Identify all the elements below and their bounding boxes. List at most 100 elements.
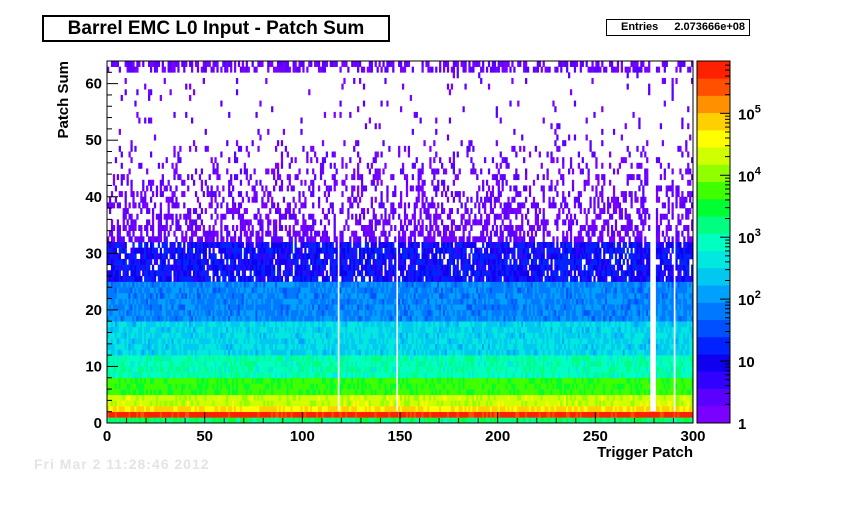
heatmap-cell	[319, 406, 323, 412]
heatmap-cell	[228, 157, 231, 164]
heatmap-cell	[126, 309, 129, 316]
heatmap-cell	[204, 315, 207, 322]
heatmap-cell	[308, 366, 311, 373]
heatmap-cell	[302, 309, 305, 316]
heatmap-cell	[149, 315, 153, 322]
heatmap-cell	[300, 61, 303, 67]
heatmap-cell	[286, 377, 289, 384]
heatmap-cell	[292, 372, 295, 379]
heatmap-cell	[189, 304, 192, 311]
heatmap-cell	[347, 242, 350, 248]
heatmap-cell	[306, 406, 309, 412]
heatmap-cell	[269, 389, 272, 396]
heatmap-cell	[185, 366, 188, 373]
heatmap-cell	[362, 389, 366, 396]
heatmap-cell	[212, 349, 215, 356]
heatmap-cell	[175, 366, 178, 373]
heatmap-cell	[159, 406, 162, 412]
heatmap-cell	[302, 321, 305, 328]
heatmap-cell	[196, 213, 200, 220]
heatmap-cell	[282, 366, 286, 373]
heatmap-cell	[128, 61, 131, 67]
heatmap-cell	[362, 394, 366, 401]
heatmap-cell	[290, 236, 293, 243]
heatmap-cell	[108, 202, 112, 209]
heatmap-cell	[357, 417, 360, 424]
heatmap-cell	[177, 417, 180, 424]
heatmap-cell	[312, 355, 315, 362]
heatmap-cell	[122, 321, 125, 328]
heatmap-cell	[136, 281, 139, 288]
heatmap-cell	[333, 162, 336, 169]
heatmap-cell	[136, 332, 139, 339]
heatmap-cell	[300, 406, 303, 412]
heatmap-cell	[355, 61, 358, 67]
heatmap-cell	[122, 411, 125, 418]
heatmap-cell	[331, 202, 334, 209]
heatmap-cell	[257, 253, 260, 260]
heatmap-cell	[136, 66, 139, 73]
heatmap-cell	[316, 355, 319, 362]
heatmap-cell	[194, 349, 198, 356]
heatmap-cell	[267, 230, 270, 237]
heatmap-cell	[214, 298, 217, 305]
heatmap-cell	[163, 230, 166, 237]
heatmap-cell	[157, 389, 161, 396]
heatmap-cell	[325, 400, 329, 407]
heatmap-cell	[210, 309, 213, 316]
heatmap-cell	[230, 191, 233, 198]
heatmap-cell	[237, 309, 241, 316]
heatmap-cell	[230, 360, 233, 367]
heatmap-cell	[169, 242, 172, 248]
heatmap-cell	[335, 389, 338, 396]
heatmap-cell	[267, 287, 270, 294]
heatmap-cell	[210, 253, 213, 260]
heatmap-cell	[230, 242, 233, 248]
heatmap-cell	[317, 321, 321, 328]
heatmap-cell	[282, 406, 286, 412]
heatmap-cell	[362, 417, 366, 424]
heatmap-cell	[163, 338, 166, 345]
heatmap-cell	[142, 389, 145, 396]
heatmap-cell	[278, 174, 282, 181]
heatmap-cell	[355, 315, 358, 322]
heatmap-cell	[212, 389, 215, 396]
heatmap-cell	[122, 225, 125, 231]
heatmap-cell	[163, 270, 166, 277]
heatmap-cell	[110, 287, 114, 294]
heatmap-cell	[357, 304, 360, 311]
heatmap-cell	[314, 372, 317, 379]
heatmap-cell	[128, 321, 131, 328]
heatmap-cell	[173, 174, 176, 181]
heatmap-cell	[192, 338, 196, 345]
heatmap-cell	[128, 292, 131, 299]
heatmap-cell	[148, 270, 151, 277]
heatmap-cell	[149, 196, 153, 203]
heatmap-cell	[235, 338, 239, 345]
heatmap-cell	[267, 225, 270, 231]
heatmap-cell	[144, 270, 147, 277]
heatmap-cell	[249, 309, 252, 316]
heatmap-cell	[276, 383, 280, 390]
heatmap-cell	[130, 372, 133, 379]
heatmap-cell	[304, 343, 307, 350]
heatmap-cell	[157, 332, 161, 339]
heatmap-cell	[165, 292, 168, 299]
heatmap-cell	[146, 242, 149, 248]
heatmap-cell	[114, 372, 118, 379]
heatmap-cell	[214, 253, 217, 260]
heatmap-cell	[194, 275, 198, 282]
heatmap-cell	[232, 406, 235, 412]
heatmap-cell	[224, 275, 227, 282]
heatmap-cell	[114, 157, 118, 164]
heatmap-cell	[161, 389, 164, 396]
heatmap-cell	[335, 377, 338, 384]
heatmap-cell	[271, 355, 274, 362]
heatmap-cell	[317, 264, 321, 271]
heatmap-cell	[144, 377, 147, 384]
heatmap-cell	[110, 236, 114, 243]
heatmap-cell	[345, 309, 348, 316]
heatmap-cell	[153, 338, 157, 345]
heatmap-cell	[200, 321, 204, 328]
heatmap-cell	[204, 321, 207, 328]
